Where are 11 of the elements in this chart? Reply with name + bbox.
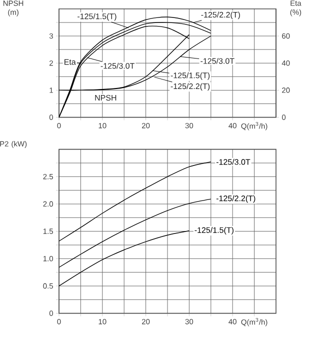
annotation: -125/3.0T (100, 62, 135, 69)
series-label: -125/2.2(T) (216, 195, 256, 203)
annotation: NPSH (95, 94, 116, 101)
annotation: Eta (64, 59, 76, 65)
annotation: -125/1.5(T) (78, 13, 116, 21)
annotation: -125/2.2(T) (201, 12, 240, 20)
annotation: -125/3.0T (200, 58, 234, 64)
series-label: -125/3.0T (216, 158, 250, 165)
series-label: -125/1.5(T) (194, 227, 234, 234)
annotation: -125/1.5(T) (170, 72, 210, 80)
annotation: -125/2.2(T) (170, 83, 210, 91)
